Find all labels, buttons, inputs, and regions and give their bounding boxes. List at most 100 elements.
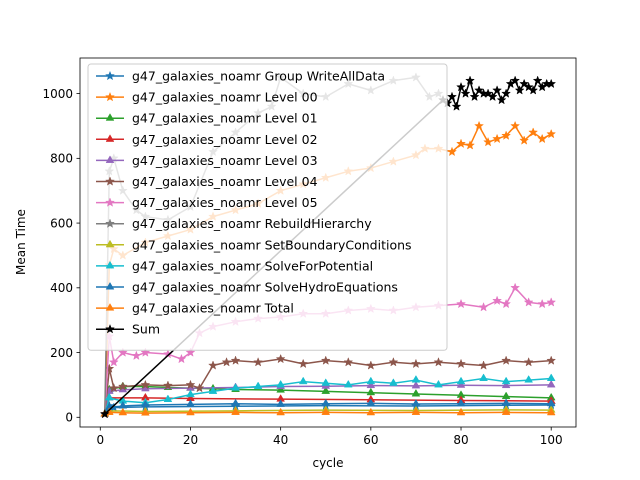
legend-entry: g47_galaxies_noamr Level 03 xyxy=(96,153,318,168)
legend-label: g47_galaxies_noamr Level 02 xyxy=(132,132,318,147)
series-9 xyxy=(100,373,556,417)
legend-marker xyxy=(105,323,115,334)
data-point xyxy=(298,376,308,385)
legend-label: g47_galaxies_noamr Group WriteAllData xyxy=(132,69,385,84)
data-point xyxy=(276,407,286,416)
data-point xyxy=(276,399,286,407)
data-point xyxy=(501,130,512,140)
data-point xyxy=(546,128,557,139)
data-point xyxy=(186,407,195,416)
legend-marker xyxy=(105,70,115,81)
series-11 xyxy=(100,407,556,417)
legend-box xyxy=(87,63,448,351)
data-point xyxy=(501,355,512,365)
data-point xyxy=(366,398,376,406)
legend-label: g47_galaxies_noamr SolveForPotential xyxy=(132,258,373,273)
series-5 xyxy=(99,353,557,419)
data-point xyxy=(546,297,557,307)
data-point xyxy=(501,380,511,389)
data-point xyxy=(410,358,421,369)
data-point xyxy=(298,358,309,369)
data-point xyxy=(492,85,503,95)
data-point xyxy=(523,357,534,367)
data-point xyxy=(343,357,354,367)
data-point xyxy=(501,398,511,406)
data-point xyxy=(253,381,263,390)
legend-label: g47_galaxies_noamr RebuildHierarchy xyxy=(132,216,372,231)
data-point xyxy=(321,378,331,386)
data-point xyxy=(104,392,114,401)
data-point xyxy=(456,398,466,407)
legend-entry: g47_galaxies_noamr RebuildHierarchy xyxy=(96,216,372,231)
data-point xyxy=(389,378,398,386)
data-point xyxy=(469,91,480,102)
legend-marker xyxy=(105,239,115,248)
data-point xyxy=(253,357,264,367)
data-point xyxy=(411,399,421,407)
legend-label: g47_galaxies_noamr Total xyxy=(132,301,294,316)
legend-marker xyxy=(105,282,115,290)
legend-label: g47_galaxies_noamr SolveHydroEquations xyxy=(132,280,398,295)
legend-entry: g47_galaxies_noamr Total xyxy=(96,301,294,316)
data-point xyxy=(456,358,466,369)
data-point xyxy=(483,136,494,147)
legend-marker xyxy=(105,155,115,163)
data-point xyxy=(275,353,286,364)
data-point xyxy=(131,350,142,361)
x-tick-label: 0 xyxy=(96,433,104,447)
data-point xyxy=(456,298,466,309)
data-point xyxy=(501,298,512,309)
data-point xyxy=(231,383,240,391)
legend-marker xyxy=(105,176,115,186)
data-point xyxy=(118,407,128,416)
plot-frame xyxy=(79,57,577,428)
data-point xyxy=(456,138,466,148)
legend-label: g47_galaxies_noamr SetBoundaryConditions xyxy=(132,237,412,252)
data-point xyxy=(528,127,539,137)
data-point xyxy=(140,347,151,357)
data-point xyxy=(434,379,443,388)
data-point xyxy=(208,386,218,394)
legend-label: g47_galaxies_noamr Level 01 xyxy=(132,111,318,126)
data-point xyxy=(478,302,489,312)
data-point xyxy=(546,78,557,89)
legend-marker xyxy=(105,303,115,311)
legend-entry: g47_galaxies_noamr Level 05 xyxy=(96,195,318,210)
data-point xyxy=(117,381,128,391)
data-point xyxy=(546,373,556,381)
legend-entry: g47_galaxies_noamr Level 04 xyxy=(96,174,318,189)
legend-label: g47_galaxies_noamr Level 05 xyxy=(132,195,318,210)
data-point xyxy=(320,355,331,365)
y-tick-label: 400 xyxy=(50,281,73,295)
legend-marker xyxy=(105,218,115,228)
data-point xyxy=(99,408,110,419)
legend-marker xyxy=(105,91,115,102)
legend-entry: g47_galaxies_noamr Level 02 xyxy=(96,132,318,147)
data-point xyxy=(140,379,151,390)
data-point xyxy=(501,88,512,98)
series-line xyxy=(104,377,552,415)
legend-marker xyxy=(105,197,115,207)
data-point xyxy=(501,376,511,385)
data-point xyxy=(108,357,119,367)
legend-label: g47_galaxies_noamr Level 00 xyxy=(132,90,318,105)
legend-entry: Sum xyxy=(96,322,160,337)
legend-label: Sum xyxy=(132,322,160,337)
data-point xyxy=(510,75,521,85)
data-point xyxy=(537,133,548,144)
data-point xyxy=(501,407,511,415)
x-axis-label: cycle xyxy=(312,456,343,470)
data-point xyxy=(186,389,195,398)
data-point xyxy=(456,407,466,416)
data-point xyxy=(433,357,444,367)
legend: g47_galaxies_noamr Group WriteAllData g47… xyxy=(87,63,448,351)
data-point xyxy=(321,407,331,415)
data-point xyxy=(460,88,471,98)
data-point xyxy=(108,382,119,393)
data-point xyxy=(411,407,421,415)
y-tick-label: 0 xyxy=(65,411,73,425)
x-tick-label: 20 xyxy=(183,433,198,447)
data-point xyxy=(524,375,534,383)
data-point xyxy=(366,407,376,416)
